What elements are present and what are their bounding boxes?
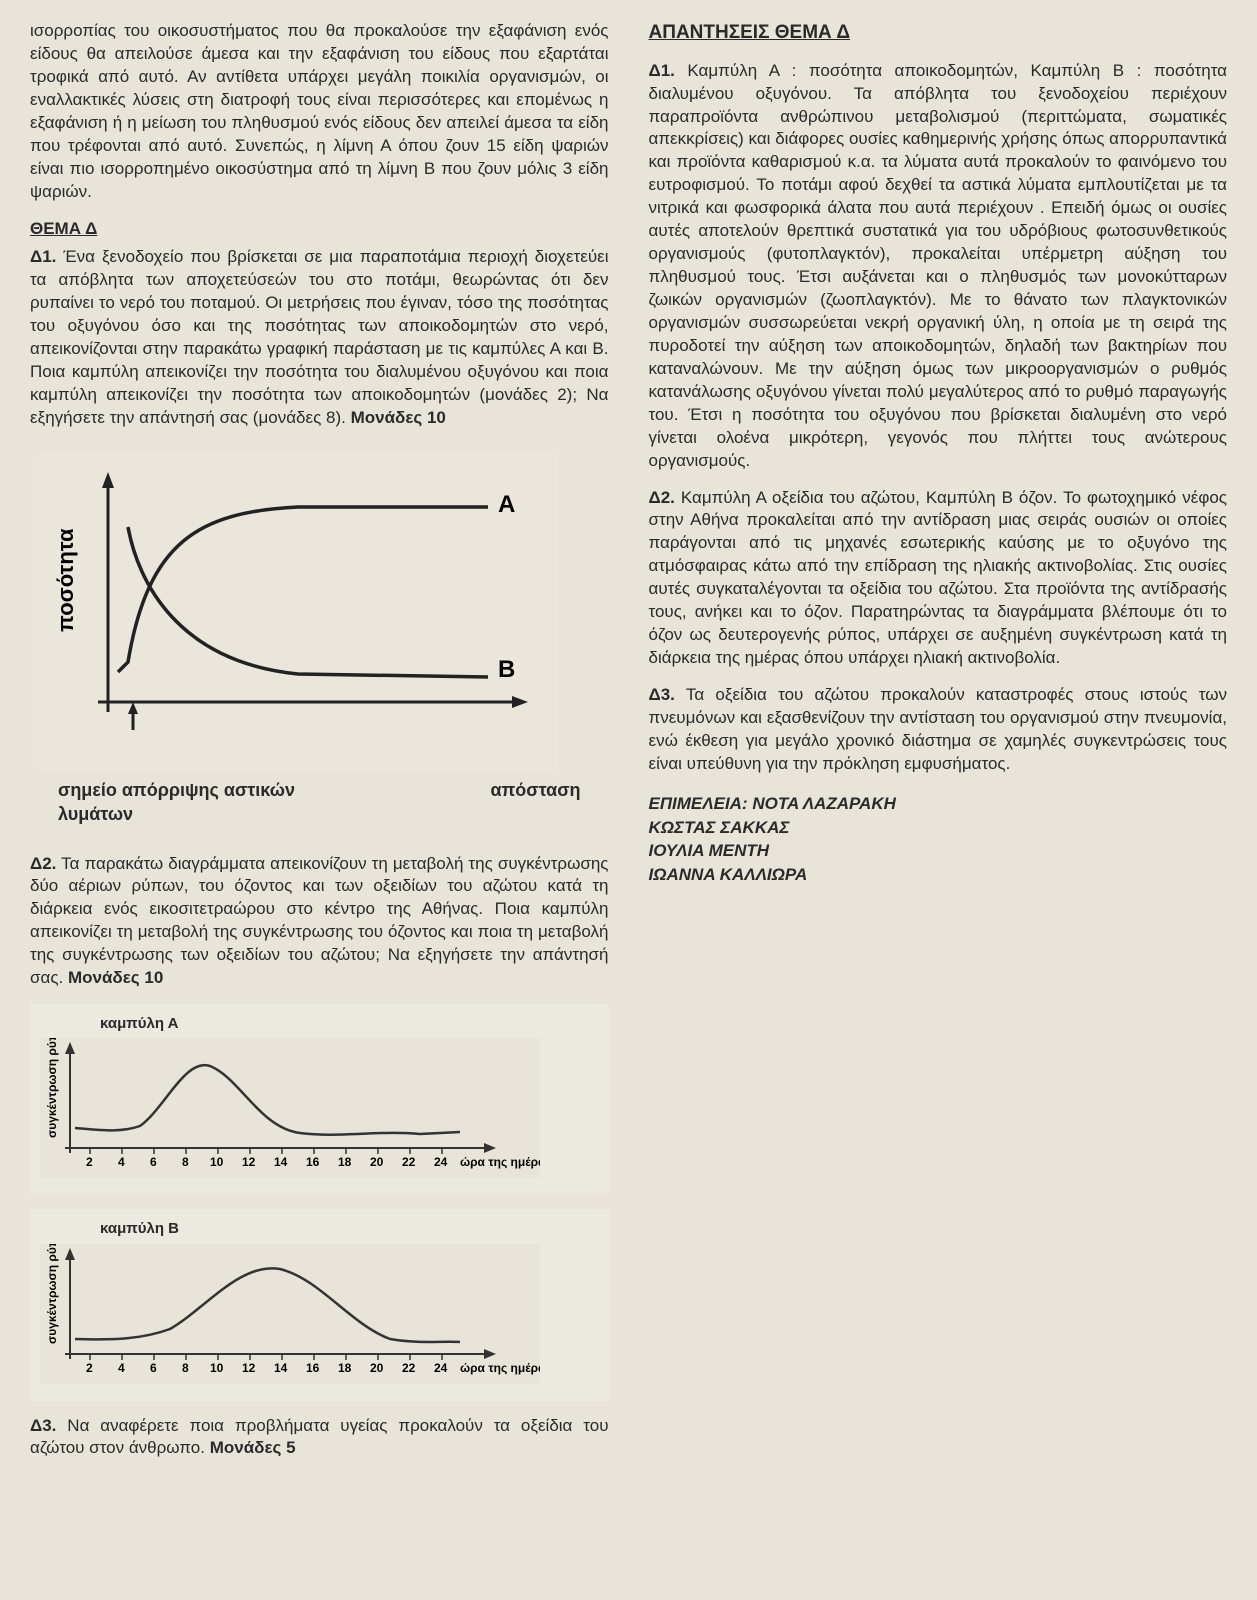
d3-text: Να αναφέρετε ποια προβλήματα υγείας προκ… [30,1416,609,1458]
chartA-svg: 2468 10121416 18202224 συγκέντρωση ρύπου… [40,1038,540,1178]
chart1-svg: A B ποσότητα [38,452,558,772]
intro-paragraph: ισορροπίας του οικοσυστήματος που θα προ… [30,20,609,204]
a3-text: Τα οξείδια του αζώτου προκαλούν καταστρο… [649,685,1228,773]
svg-text:2: 2 [86,1155,93,1169]
svg-text:12: 12 [242,1155,256,1169]
d3-points: Μονάδες 5 [210,1438,296,1457]
d3-question: Δ3. Να αναφέρετε ποια προβλήματα υγείας … [30,1415,609,1461]
thema-d-heading: ΘΕΜΑ Δ [30,218,609,241]
svg-text:4: 4 [118,1361,125,1375]
chart1-label-a: A [498,491,515,518]
chartA-title: καμπύλη Α [100,1014,599,1034]
d3-label: Δ3. [30,1416,56,1435]
d1-label: Δ1. [30,247,56,266]
svg-text:24: 24 [434,1155,448,1169]
answers-title: ΑΠΑΝΤΗΣΕΙΣ ΘΕΜΑ Δ [649,20,1228,46]
chart-decomposers-oxygen: A B ποσότητα σημείο απόρριψης αστικών λυ… [30,444,609,835]
svg-text:8: 8 [182,1155,189,1169]
a3-label: Δ3. [649,685,675,704]
chartB-svg: 2468 10121416 18202224 συγκέντρωση ρύπου… [40,1244,540,1384]
svg-text:14: 14 [274,1361,288,1375]
svg-text:20: 20 [370,1361,384,1375]
d1-question: Δ1. Ένα ξενοδοχείο που βρίσκεται σε μια … [30,246,609,430]
credits-1: ΚΩΣΤΑΣ ΣΑΚΚΑΣ [649,818,790,837]
credits-2: ΙΟΥΛΙΑ ΜΕΝΤΗ [649,841,770,860]
svg-text:18: 18 [338,1155,352,1169]
svg-text:22: 22 [402,1361,416,1375]
chart1-xlabel-left: σημείο απόρριψης αστικών λυμάτων [58,778,318,827]
svg-text:14: 14 [274,1155,288,1169]
chart1-bg [38,452,558,772]
chart1-ylabel: ποσότητα [53,528,78,632]
credits-label: ΕΠΙΜΕΛΕΙΑ: [649,794,748,813]
svg-text:10: 10 [210,1361,224,1375]
d1-text: Ένα ξενοδοχείο που βρίσκεται σε μια παρα… [30,247,609,427]
svg-text:6: 6 [150,1361,157,1375]
credits-block: ΕΠΙΜΕΛΕΙΑ: ΝΟΤΑ ΛΑΖΑΡΑΚΗ ΚΩΣΤΑΣ ΣΑΚΚΑΣ Ι… [649,792,1228,887]
chartB-ylabel: συγκέντρωση ρύπου [45,1244,59,1344]
chartA-ylabel: συγκέντρωση ρύπου [45,1038,59,1138]
answer-d3: Δ3. Τα οξείδια του αζώτου προκαλούν κατα… [649,684,1228,776]
answer-d2: Δ2. Καμπύλη Α οξείδια του αζώτου, Καμπύλ… [649,487,1228,671]
svg-text:2: 2 [86,1361,93,1375]
svg-text:6: 6 [150,1155,157,1169]
svg-text:20: 20 [370,1155,384,1169]
chart1-xlabel-right: απόσταση [490,778,580,827]
svg-text:8: 8 [182,1361,189,1375]
svg-text:10: 10 [210,1155,224,1169]
a1-label: Δ1. [649,61,675,80]
chartB-title: καμπύλη Β [100,1219,599,1239]
svg-text:16: 16 [306,1155,320,1169]
credits-3: ΙΩΑΝΝΑ ΚΑΛΛΙΩΡΑ [649,865,808,884]
chart-curve-a: καμπύλη Α 2468 10121416 18202224 συγκέντ… [30,1004,609,1195]
a1-text: Καμπύλη Α : ποσότητα αποικοδομητών, Καμπ… [649,61,1228,470]
a2-text: Καμπύλη Α οξείδια του αζώτου, Καμπύλη Β … [649,488,1228,668]
left-column: ισορροπίας του οικοσυστήματος που θα προ… [30,20,609,1580]
a2-label: Δ2. [649,488,675,507]
chart1-label-b: B [498,656,515,683]
chart-curve-b: καμπύλη Β 2468 10121416 18202224 συγκέντ… [30,1209,609,1400]
svg-text:22: 22 [402,1155,416,1169]
d2-question: Δ2. Τα παρακάτω διαγράμματα απεικονίζουν… [30,853,609,991]
d2-points: Μονάδες 10 [68,968,163,987]
svg-text:4: 4 [118,1155,125,1169]
svg-text:16: 16 [306,1361,320,1375]
svg-text:24: 24 [434,1361,448,1375]
chartA-xlabel: ώρα της ημέρας [460,1155,540,1169]
d2-label: Δ2. [30,854,56,873]
answer-d1: Δ1. Καμπύλη Α : ποσότητα αποικοδομητών, … [649,60,1228,473]
credits-0: ΝΟΤΑ ΛΑΖΑΡΑΚΗ [752,794,896,813]
d1-points: Μονάδες 10 [351,408,446,427]
svg-text:12: 12 [242,1361,256,1375]
svg-text:18: 18 [338,1361,352,1375]
chartB-xlabel: ώρα της ημέρας [460,1361,540,1375]
right-column: ΑΠΑΝΤΗΣΕΙΣ ΘΕΜΑ Δ Δ1. Καμπύλη Α : ποσότη… [649,20,1228,1580]
